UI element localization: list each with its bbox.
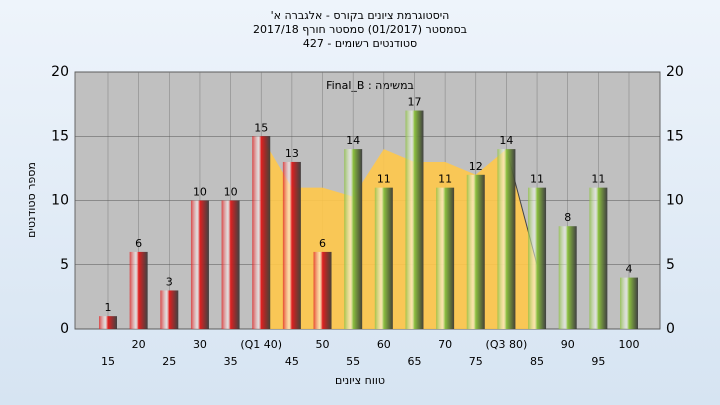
data-label: 12 <box>469 160 483 173</box>
data-label: 4 <box>626 263 633 276</box>
bar <box>99 316 117 329</box>
y-tick-label: 0 <box>60 321 69 337</box>
legend: Final_B : במשימה <box>326 79 414 92</box>
bar <box>436 187 455 329</box>
bar <box>620 277 638 329</box>
y2-tick-label: 20 <box>666 64 684 80</box>
x-tick-label: 85 <box>530 355 544 368</box>
bar <box>405 110 424 329</box>
data-label: 14 <box>346 134 360 147</box>
bar <box>252 136 271 329</box>
x-tick-label: 25 <box>162 355 176 368</box>
x-tick-label: 15 <box>101 355 115 368</box>
data-label: 15 <box>254 121 268 134</box>
x-tick-label: 30 <box>193 338 207 351</box>
x-tick-label: 90 <box>561 338 575 351</box>
chart-title: היסטוגרמת ציונים בקורס - אלגברה א' <box>271 9 450 22</box>
data-label: 11 <box>377 173 391 186</box>
y-tick-label: 20 <box>51 64 69 80</box>
x-tick-label: 35 <box>224 355 238 368</box>
bar <box>558 226 577 329</box>
x-tick-label: 95 <box>591 355 605 368</box>
bar <box>497 149 516 329</box>
data-label: 13 <box>285 147 299 160</box>
bar <box>313 251 332 329</box>
data-label: 6 <box>319 237 326 250</box>
x-tick-label: 60 <box>377 338 391 351</box>
bar <box>589 187 608 329</box>
x-tick-label: 70 <box>438 338 452 351</box>
x-tick-label: (Q1 40) <box>240 338 282 351</box>
y2-tick-label: 15 <box>666 128 684 144</box>
y2-tick-label: 0 <box>666 321 675 337</box>
y-tick-label: 15 <box>51 128 69 144</box>
data-label: 6 <box>135 237 142 250</box>
y-tick-label: 10 <box>51 193 69 209</box>
x-tick-label: 55 <box>346 355 360 368</box>
bar <box>129 251 148 329</box>
bar <box>374 187 393 329</box>
bar <box>221 200 240 329</box>
data-label: 3 <box>166 275 173 288</box>
chart-subtitle: סטודנטים רשומים - 427 <box>303 37 417 50</box>
x-tick-label: 75 <box>469 355 483 368</box>
x-tick-label: 100 <box>619 338 640 351</box>
data-label: 11 <box>438 173 452 186</box>
data-label: 1 <box>105 301 112 314</box>
bar <box>160 290 179 329</box>
y-tick-label: 5 <box>60 257 69 273</box>
y2-tick-label: 5 <box>666 257 675 273</box>
bar <box>528 187 547 329</box>
data-label: 10 <box>224 186 238 199</box>
data-label: 8 <box>564 211 571 224</box>
data-label: 10 <box>193 186 207 199</box>
y2-tick-label: 10 <box>666 193 684 209</box>
chart-subtitle: בסמסטר (01/2017) סמסטר חורף 2017/18 <box>253 23 467 36</box>
x-tick-label: (Q3 80) <box>486 338 528 351</box>
bar <box>190 200 209 329</box>
data-label: 17 <box>407 96 421 109</box>
bar <box>344 149 363 329</box>
y-axis-label: מספר סטודנטים <box>25 162 38 238</box>
x-tick-label: 20 <box>132 338 146 351</box>
x-axis-label: טווח ציונים <box>335 374 385 387</box>
x-tick-label: 65 <box>407 355 421 368</box>
data-label: 11 <box>591 173 605 186</box>
x-tick-label: 50 <box>316 338 330 351</box>
data-label: 11 <box>530 173 544 186</box>
data-label: 14 <box>499 134 513 147</box>
bar <box>466 174 485 329</box>
x-tick-label: 45 <box>285 355 299 368</box>
bar <box>282 161 301 329</box>
